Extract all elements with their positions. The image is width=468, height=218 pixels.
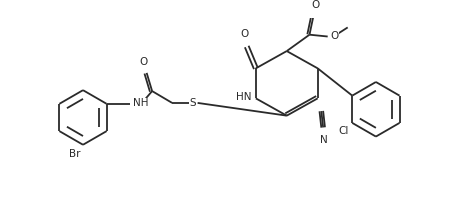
Text: HN: HN [236, 92, 251, 102]
Text: O: O [241, 29, 249, 39]
Text: O: O [140, 56, 148, 66]
Text: O: O [312, 0, 320, 10]
Text: Br: Br [69, 149, 80, 159]
Text: Cl: Cl [338, 126, 349, 136]
Text: NH: NH [133, 98, 148, 108]
Text: N: N [320, 135, 328, 145]
Text: S: S [190, 98, 197, 108]
Text: O: O [330, 31, 339, 41]
